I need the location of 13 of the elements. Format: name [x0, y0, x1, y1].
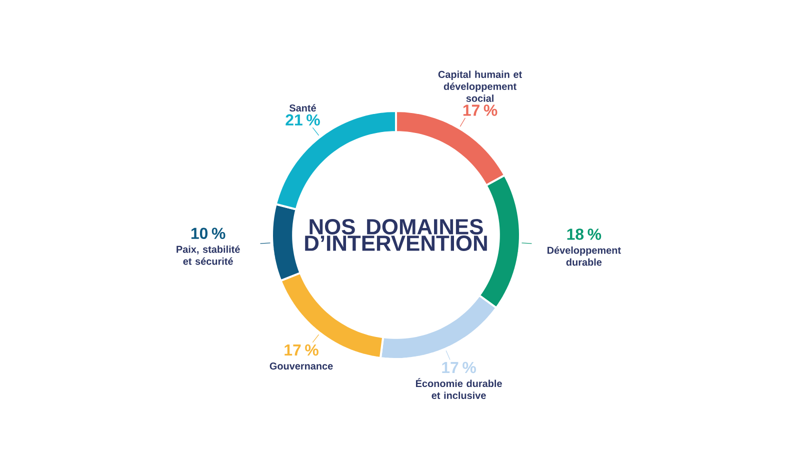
data-label: 21 %	[286, 114, 320, 126]
slice-label: Gouvernance	[270, 362, 333, 370]
data-label: 17 %	[284, 344, 318, 356]
data-label: 10 %	[191, 228, 226, 239]
data-label: 17 %	[442, 362, 476, 374]
data-label: 18 %	[567, 228, 602, 240]
slice-label: Capital humain et développement social	[438, 70, 522, 102]
text: NOS DOMAINES D’INTERVENTION	[305, 218, 487, 252]
slice-label: Développement durable	[548, 246, 621, 266]
slice-label: Économie durable et inclusive	[416, 378, 502, 400]
slice-label: Santé	[289, 104, 316, 112]
slice-label: Paix, stabilité et sécurité	[176, 245, 240, 265]
data-label: 17 %	[463, 104, 498, 116]
